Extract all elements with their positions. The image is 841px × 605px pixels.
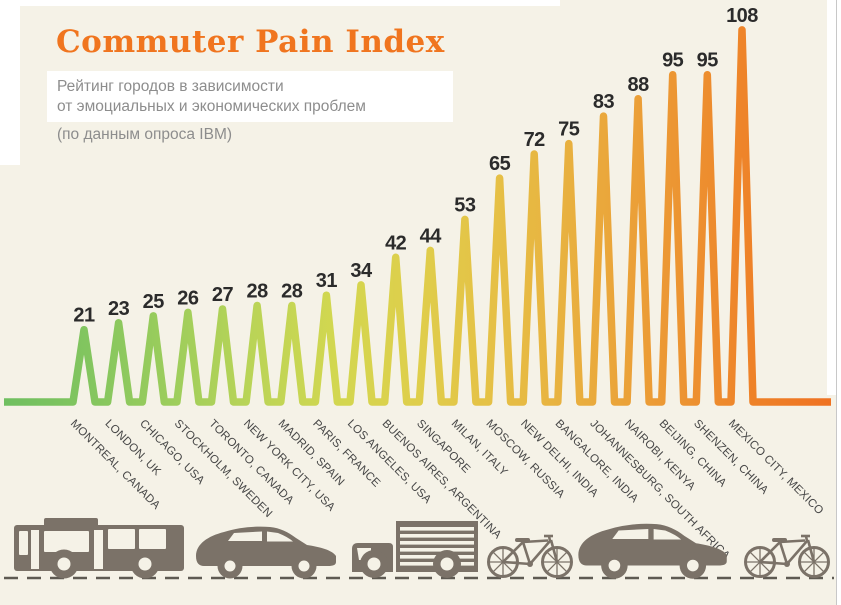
value-label: 28 xyxy=(281,281,303,303)
value-label: 28 xyxy=(246,281,268,303)
page-margin xyxy=(0,0,20,165)
category-label: MADRID, SPAIN xyxy=(276,418,347,489)
truck-icon xyxy=(352,521,478,578)
value-label: 83 xyxy=(593,91,615,113)
category-label: CHICAGO, USA xyxy=(137,418,206,487)
chart-subtitle: Рейтинг городов в зависимости от эмоциал… xyxy=(47,71,453,145)
car-icon xyxy=(196,526,336,579)
subtitle-line: от эмоциальных и экономических проблем xyxy=(57,98,366,115)
value-label: 25 xyxy=(143,291,165,313)
bicycle-icon xyxy=(743,534,831,579)
value-label: 42 xyxy=(385,232,407,254)
subtitle-line: Рейтинг городов в зависимости xyxy=(57,78,284,95)
value-label: 72 xyxy=(524,129,546,151)
value-label: 21 xyxy=(73,305,95,327)
bus-icon xyxy=(14,518,184,579)
subtitle-line: (по данным опроса IBM) xyxy=(57,126,233,143)
bicycle-icon xyxy=(486,534,574,579)
value-label: 95 xyxy=(697,50,719,72)
page-title: Commuter Pain Index xyxy=(56,24,445,60)
value-label: 27 xyxy=(212,284,234,306)
value-label: 108 xyxy=(726,5,758,27)
chart-line xyxy=(4,26,831,406)
value-label: 75 xyxy=(558,119,580,141)
value-label: 34 xyxy=(350,260,373,282)
value-label: 95 xyxy=(662,50,684,72)
page-margin xyxy=(827,0,836,395)
value-label: 88 xyxy=(627,74,649,96)
value-label: 65 xyxy=(489,153,511,175)
value-label: 44 xyxy=(420,225,443,247)
value-labels: 21 23 25 26 27 28 28 31 34 42 44 53 65 72 75 83 88 95 95 10… xyxy=(73,5,758,327)
page-margin xyxy=(0,0,560,6)
subtitle-highlight-box: Рейтинг городов в зависимости от эмоциал… xyxy=(47,71,453,122)
value-label: 53 xyxy=(454,194,476,216)
page-border xyxy=(836,0,841,605)
value-label: 26 xyxy=(177,287,199,309)
value-label: 23 xyxy=(108,298,130,320)
value-label: 31 xyxy=(316,270,338,292)
